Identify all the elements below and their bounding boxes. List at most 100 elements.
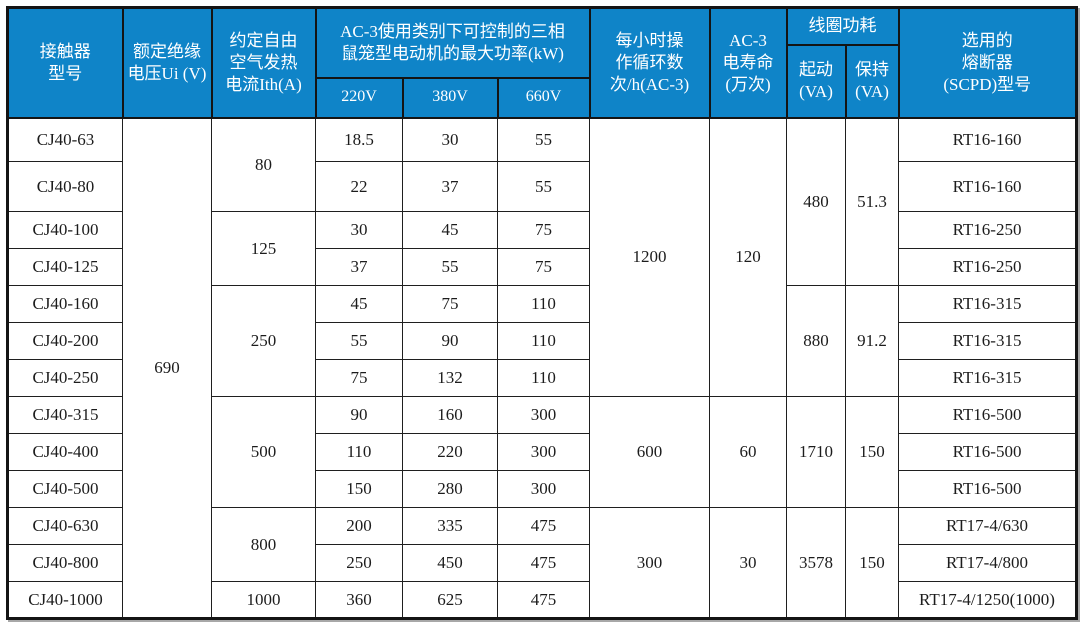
model-cell: CJ40-200: [7, 322, 123, 360]
fuse-cell: RT16-315: [898, 322, 1078, 360]
ith-cell: 80: [211, 117, 316, 212]
model-cell: CJ40-400: [7, 433, 123, 471]
kw220-cell: 200: [315, 507, 403, 545]
life-cell: 60: [709, 396, 788, 508]
ith-cell: 250: [211, 285, 316, 397]
fuse-cell: RT16-500: [898, 470, 1078, 508]
kw220-cell: 37: [315, 248, 403, 286]
kw380-cell: 75: [402, 285, 498, 323]
kw660-cell: 475: [496, 544, 591, 582]
table-row: CJ40-63 690 80 18.5 30 55 1200 120 480 5…: [7, 117, 1078, 619]
life-cell: 120: [709, 117, 788, 397]
model-cell: CJ40-800: [7, 544, 123, 582]
kw660-cell: 110: [496, 285, 591, 323]
header-contactor-model: 接触器 型号: [6, 6, 124, 119]
fuse-cell: RT16-315: [898, 359, 1078, 397]
kw380-cell: 450: [402, 544, 498, 582]
table-row: CJ40-200 55 90 110 RT16-315: [7, 322, 1078, 360]
model-cell: CJ40-100: [7, 211, 123, 249]
kw220-cell: 22: [315, 161, 403, 212]
kw380-cell: 335: [402, 507, 498, 545]
kw220-cell: 110: [315, 433, 403, 471]
kw220-cell: 75: [315, 359, 403, 397]
fuse-cell: RT16-250: [898, 211, 1078, 249]
coil-start-cell: 880: [786, 285, 847, 397]
fuse-cell: RT16-160: [898, 117, 1078, 162]
header-coil-hold: 保持 (VA): [844, 43, 900, 119]
table-row: CJ40-630 800 200 335 475 300 30 3578 150…: [7, 507, 1078, 619]
table-header: 接触器 型号 额定绝缘 电压Ui (V) 约定自由 空气发热 电流Ith(A) …: [6, 6, 1078, 119]
kw380-cell: 30: [402, 117, 498, 162]
table-row: CJ40-500 150 280 300 RT16-500: [7, 470, 1078, 508]
kw380-cell: 625: [402, 581, 498, 619]
ith-cell: 800: [211, 507, 316, 582]
cycles-cell: 300: [589, 507, 711, 619]
coil-start-cell: 1710: [786, 396, 847, 508]
kw220-cell: 55: [315, 322, 403, 360]
kw220-cell: 360: [315, 581, 403, 619]
table-row: CJ40-1000 1000 360 625 475 RT17-4/1250(1…: [7, 581, 1078, 619]
model-cell: CJ40-63: [7, 117, 123, 162]
header-fuse-type: 选用的 熔断器 (SCPD)型号: [897, 6, 1078, 119]
table-row: CJ40-125 37 55 75 RT16-250: [7, 248, 1078, 286]
kw220-cell: 90: [315, 396, 403, 434]
fuse-cell: RT17-4/630: [898, 507, 1078, 545]
kw220-cell: 18.5: [315, 117, 403, 162]
kw380-cell: 280: [402, 470, 498, 508]
kw660-cell: 300: [496, 396, 591, 434]
kw380-cell: 37: [402, 161, 498, 212]
fuse-cell: RT17-4/1250(1000): [898, 581, 1078, 619]
model-cell: CJ40-1000: [7, 581, 123, 619]
model-cell: CJ40-315: [7, 396, 123, 434]
kw380-cell: 220: [402, 433, 498, 471]
kw660-cell: 110: [496, 322, 591, 360]
kw220-cell: 250: [315, 544, 403, 582]
model-cell: CJ40-160: [7, 285, 123, 323]
fuse-cell: RT16-250: [898, 248, 1078, 286]
table-row: CJ40-80 22 37 55 RT16-160: [7, 161, 1078, 212]
model-cell: CJ40-125: [7, 248, 123, 286]
coil-start-cell: 480: [786, 117, 847, 286]
header-thermal-current: 约定自由 空气发热 电流Ith(A): [210, 6, 317, 119]
coil-hold-cell: 91.2: [845, 285, 900, 397]
kw660-cell: 75: [496, 248, 591, 286]
coil-hold-cell: 150: [845, 396, 900, 508]
fuse-cell: RT16-500: [898, 433, 1078, 471]
kw220-cell: 150: [315, 470, 403, 508]
header-row-3: 220V 380V 660V: [8, 76, 1077, 119]
header-coil-power-group: 线圈功耗: [785, 6, 900, 46]
header-220v: 220V: [314, 76, 404, 119]
kw380-cell: 160: [402, 396, 498, 434]
cycles-cell: 600: [589, 396, 711, 508]
kw660-cell: 300: [496, 433, 591, 471]
model-cell: CJ40-250: [7, 359, 123, 397]
kw380-cell: 55: [402, 248, 498, 286]
header-coil-start: 起动 (VA): [785, 43, 847, 119]
kw220-cell: 30: [315, 211, 403, 249]
coil-hold-cell: 150: [845, 507, 900, 619]
kw660-cell: 110: [496, 359, 591, 397]
fuse-cell: RT16-315: [898, 285, 1078, 323]
header-660v: 660V: [496, 76, 591, 119]
header-380v: 380V: [401, 76, 499, 119]
fuse-cell: RT16-500: [898, 396, 1078, 434]
model-cell: CJ40-80: [7, 161, 123, 212]
coil-hold-cell: 51.3: [845, 117, 900, 286]
header-row-1: 接触器 型号 额定绝缘 电压Ui (V) 约定自由 空气发热 电流Ith(A) …: [6, 6, 1078, 119]
ith-cell: 1000: [211, 581, 316, 619]
header-electrical-life: AC-3 电寿命 (万次): [708, 6, 788, 119]
header-cycles-per-hour: 每小时操 作循环数 次/h(AC-3): [588, 6, 711, 119]
ith-cell: 125: [211, 211, 316, 286]
kw660-cell: 475: [496, 581, 591, 619]
table-body: CJ40-63 690 80 18.5 30 55 1200 120 480 5…: [7, 117, 1078, 619]
fuse-cell: RT17-4/800: [898, 544, 1078, 582]
ui-cell: 690: [122, 117, 212, 619]
kw380-cell: 132: [402, 359, 498, 397]
contactor-spec-table: 接触器 型号 额定绝缘 电压Ui (V) 约定自由 空气发热 电流Ith(A) …: [6, 6, 1079, 620]
kw660-cell: 75: [496, 211, 591, 249]
header-kw-group: AC-3使用类别下可控制的三相 鼠笼型电动机的最大功率(kW): [314, 6, 591, 79]
fuse-cell: RT16-160: [898, 161, 1078, 212]
header-row-2: 起动 (VA) 保持 (VA): [8, 43, 1077, 119]
kw380-cell: 45: [402, 211, 498, 249]
